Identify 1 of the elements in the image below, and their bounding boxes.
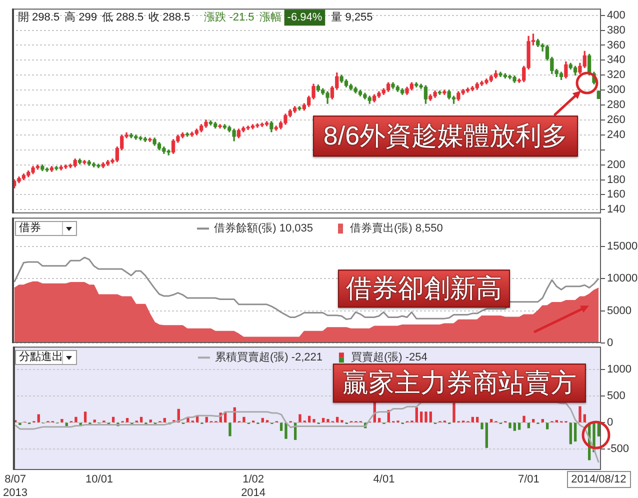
x-tick-label: 8/07 2013 (3, 474, 28, 498)
